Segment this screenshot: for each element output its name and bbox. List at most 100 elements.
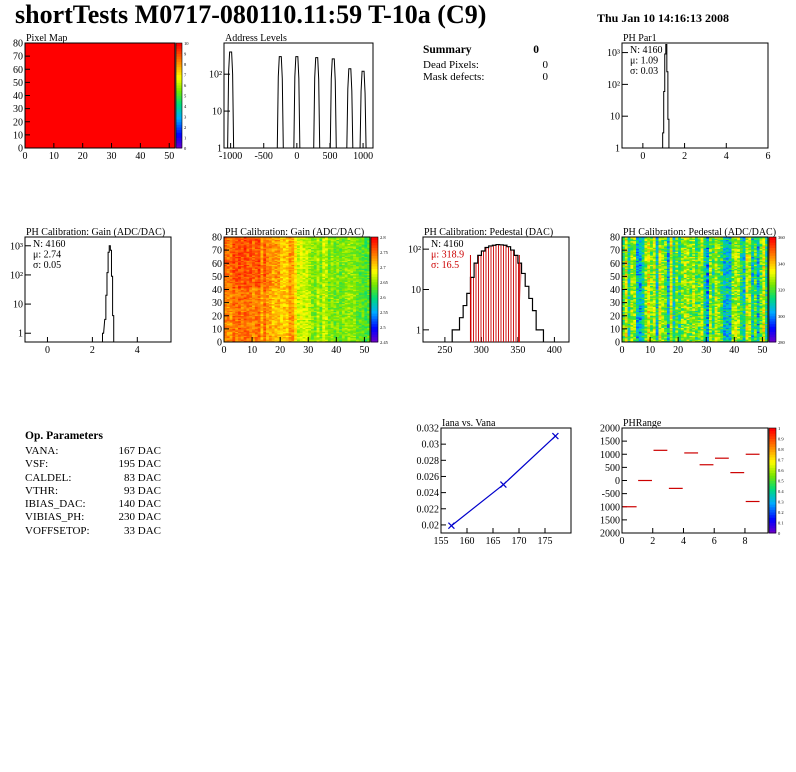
ph-gain-map-cell [316, 293, 320, 296]
ph-gain-map-cell [336, 298, 340, 301]
ph-gain-map-cell [355, 252, 360, 255]
ph-gain-map-cell [336, 301, 340, 303]
ph-gain-map-cell [235, 251, 239, 254]
ph-gain-map-cell [277, 276, 281, 278]
ph-gain-map-cell [364, 322, 368, 324]
ph-gain-map-cell [263, 280, 267, 282]
ph-gain-map-cell [238, 305, 242, 307]
ph-gain-map-cell [302, 323, 306, 326]
ph-gain-map-cell [322, 281, 326, 284]
ph-gain-map-cell [226, 264, 230, 267]
ph-gain-map-cell [235, 277, 239, 280]
ph-gain-map-cell [305, 323, 309, 326]
ph-pedestal-map-cell [633, 305, 637, 307]
ph-gain-map-cell [299, 242, 303, 244]
x-tick-label: 0 [23, 151, 28, 162]
ph-gain-map-cell [311, 286, 315, 289]
ph-gain-map-cell [235, 324, 239, 327]
ph-gain-map-cell [274, 315, 278, 318]
ph-gain-map-cell [224, 336, 228, 339]
ph-gain-map-cell [263, 272, 267, 275]
ph-gain-map-cell [263, 279, 267, 281]
ph-pedestal-map-cell [638, 290, 642, 293]
ph-pedestal-map-cell [627, 332, 631, 335]
ph-gain-map-cell [294, 286, 298, 289]
ph-gain-map-cell [313, 259, 317, 261]
ph-gain-map-cell [246, 317, 250, 319]
ph-gain-map-cell [311, 284, 315, 286]
ph-gain-map-cell [240, 324, 244, 327]
ph-pedestal-map-cell [630, 258, 634, 260]
ph-gain-map-cell [322, 261, 326, 264]
ph-gain-map-cell [355, 340, 360, 343]
ph-gain-map-cell [224, 248, 228, 251]
ph-pedestal-map-cell [638, 335, 642, 338]
ph-gain-map-cell [330, 322, 334, 324]
ph-gain-map-cell [285, 297, 289, 299]
ph-gain-map-cell [350, 301, 354, 303]
ph-gain-map-cell [257, 271, 261, 273]
ph-gain-map-cell [254, 317, 258, 319]
ph-gain-map-cell [249, 315, 253, 318]
ph-gain-map-cell [238, 313, 242, 315]
ph-pedestal-map-cell [622, 335, 626, 338]
ph-gain-map-cell [355, 318, 360, 320]
ph-gain-map-cell [238, 279, 242, 281]
ph-gain-map-cell [344, 314, 348, 317]
ph-gain-map-cell [291, 277, 295, 280]
ph-gain-map-cell [327, 292, 331, 294]
ph-gain-map-cell [277, 302, 281, 305]
ph-gain-map-cell [285, 239, 289, 242]
ph-pedestal-map-cell [633, 273, 637, 276]
ph-pedestal-map-cell [638, 309, 642, 311]
ph-gain-map-cell [350, 281, 354, 284]
ph-gain-map-cell [249, 321, 253, 323]
ph-gain-map-cell [285, 244, 289, 247]
ph-gain-map-cell [330, 307, 334, 310]
ph-gain-map-cell [268, 251, 273, 254]
ph-gain-map-cell [353, 334, 357, 336]
ph-pedestal-map-cell [622, 238, 626, 240]
ph-gain-map-cell [367, 319, 371, 322]
ph-pedestal-map-cell [627, 290, 631, 293]
ph-gain-map-cell [271, 281, 275, 284]
ph-gain-map-cell [274, 268, 278, 271]
ph-pedestal-map-cell [622, 276, 626, 278]
ph-pedestal-map-cell [633, 319, 637, 322]
ph-gain-map-cell [330, 305, 334, 307]
ph-gain-map-cell [254, 322, 258, 324]
ph-gain-map-cell [330, 290, 334, 293]
ph-gain-map-cell [235, 292, 239, 294]
ph-gain-map-cell [319, 327, 323, 330]
ph-gain-map-cell [240, 298, 244, 301]
ph-gain-map-cell [313, 237, 317, 239]
ph-gain-map-cell [266, 307, 270, 310]
ph-gain-map-cell [240, 271, 244, 273]
ph-gain-map-cell [302, 281, 306, 284]
ph-gain-map-cell [367, 243, 371, 246]
ph-gain-map-cell [243, 263, 247, 265]
ph-gain-map-cell [277, 289, 281, 292]
ph-gain-map-cell [330, 259, 334, 261]
ph-gain-map-cell [361, 269, 365, 272]
ph-gain-map-cell [330, 326, 334, 328]
ph-gain-map-cell [235, 314, 239, 317]
ph-gain-map-cell [311, 306, 315, 309]
ph-gain-map-cell [240, 237, 244, 239]
ph-gain-map-cell [353, 290, 357, 293]
ph-gain-map-cell [263, 331, 267, 334]
ph-gain-map-cell [257, 335, 261, 338]
ph-gain-map-cell [291, 305, 295, 307]
ph-pedestal-map-cell [638, 327, 642, 330]
ph-gain-map-cell [294, 294, 298, 297]
ph-gain-map-cell [367, 330, 371, 332]
ph-gain-map-cell [260, 244, 264, 247]
ph-gain-map-cell [302, 305, 306, 307]
ph-gain-map-cell [240, 326, 244, 328]
ph-gain-map-cell [327, 336, 331, 339]
ph-gain-map-cell [355, 258, 360, 260]
ph-gain-map-cell [308, 286, 312, 289]
ph-gain-map-cell [353, 328, 357, 331]
ph-gain-map-cell [313, 239, 317, 242]
ph-gain-map-cell [277, 297, 281, 299]
